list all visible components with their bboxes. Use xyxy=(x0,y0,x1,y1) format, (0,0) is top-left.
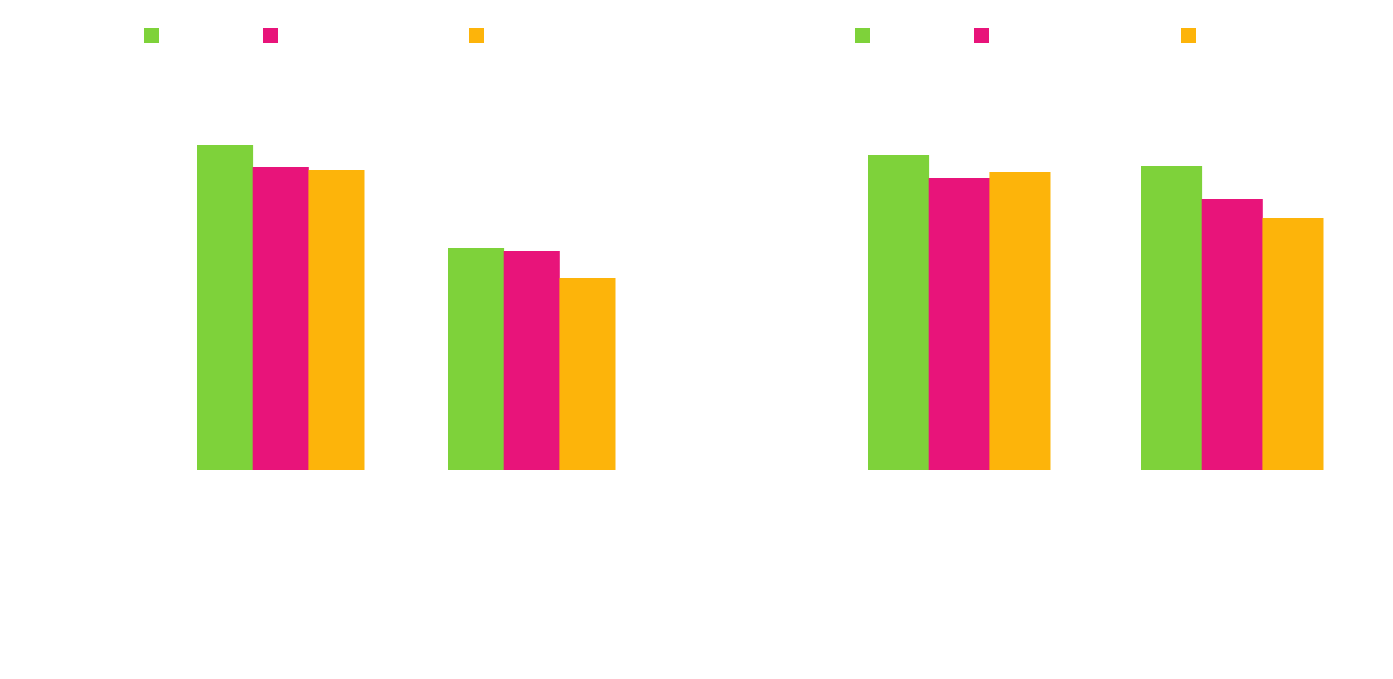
right-bar-group-1-series-3 xyxy=(989,172,1051,470)
left-bar-group-1-series-1 xyxy=(197,145,254,470)
right-legend-swatch-series-2 xyxy=(974,28,989,43)
right-bar-group-2-series-1 xyxy=(1141,166,1203,470)
right-legend-swatch-series-1 xyxy=(855,28,870,43)
left-bar-chart xyxy=(144,28,616,470)
left-bar-group-1-series-2 xyxy=(252,167,309,470)
left-legend-swatch-series-1 xyxy=(144,28,159,43)
right-legend-swatch-series-3 xyxy=(1181,28,1196,43)
right-bar-group-2-series-2 xyxy=(1201,199,1263,470)
right-bar-group-1-series-2 xyxy=(928,178,990,470)
left-bar-group-2-series-3 xyxy=(559,278,616,470)
left-bar-group-2-series-2 xyxy=(503,251,560,470)
left-legend-swatch-series-3 xyxy=(469,28,484,43)
left-legend-swatch-series-2 xyxy=(263,28,278,43)
right-bar-group-2-series-3 xyxy=(1262,218,1324,470)
left-bar-group-1-series-3 xyxy=(308,170,365,470)
right-bar-chart xyxy=(855,28,1324,470)
left-bar-group-2-series-1 xyxy=(448,248,505,470)
right-bar-group-1-series-1 xyxy=(868,155,930,470)
